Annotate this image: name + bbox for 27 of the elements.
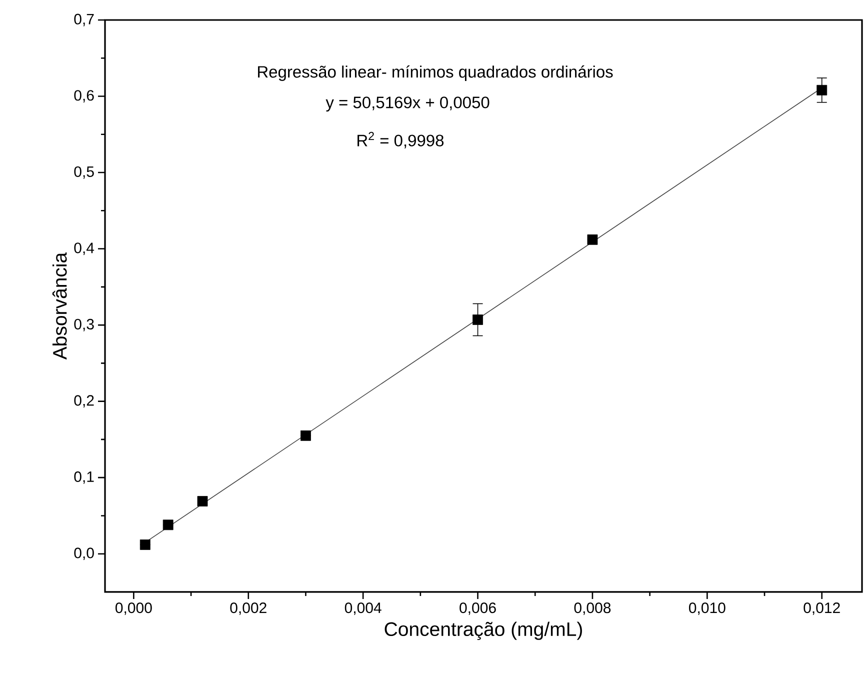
y-tick-label: 0,7 (74, 14, 94, 26)
y-axis-title: Absorvância (52, 252, 67, 360)
y-tick-label: 0,4 (74, 242, 94, 255)
annotation: R$^{2}$ = 0,9998 (358, 132, 444, 148)
annotation: y = 50,5169x + 0,0050 (326, 96, 490, 112)
y-tick-label: 0,3 (74, 318, 94, 332)
x-tick-label: 0,010 (688, 602, 726, 615)
point (197, 496, 208, 506)
point (472, 314, 483, 325)
y-tick-label: 0,1 (74, 471, 94, 484)
point (140, 540, 150, 550)
x-tick-label: 0,006 (460, 602, 496, 615)
x-axis-title: Concentração (mg/mL) (384, 622, 582, 640)
y-tick-label: 0,6 (74, 90, 94, 102)
y-tick-label: 0,0 (74, 548, 94, 560)
point (587, 234, 598, 245)
point (816, 84, 828, 96)
x-tick-label: 0,008 (574, 602, 611, 615)
x-tick-label: 0,004 (344, 602, 382, 615)
y-tick-label: 0,2 (74, 395, 94, 408)
x-tick-label: 0,000 (116, 602, 152, 615)
point (162, 520, 174, 530)
point (300, 430, 311, 441)
annotation: Regressão linear- mínimos quadrados ordinários (258, 65, 613, 81)
x-tick-label: 0,002 (230, 602, 266, 615)
x-tick-label: 0,012 (804, 602, 840, 615)
y-tick-label: 0,5 (74, 166, 94, 179)
